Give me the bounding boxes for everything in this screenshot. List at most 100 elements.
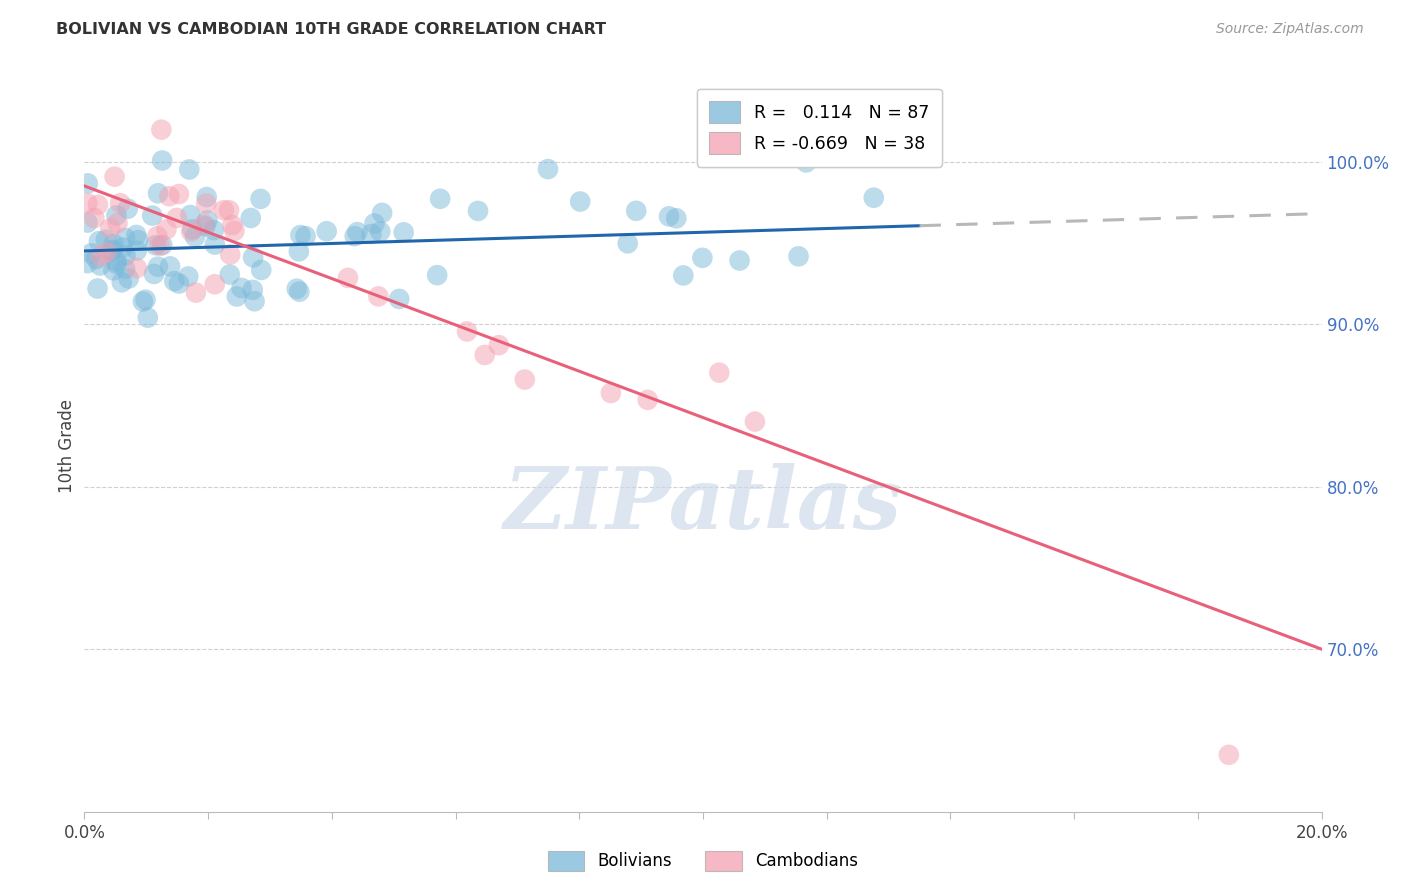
Point	[100, 244, 122, 258]
Point	[87, 234, 110, 248]
Point	[163, 274, 186, 288]
Point	[134, 293, 156, 307]
Point	[184, 229, 207, 244]
Point	[87, 198, 110, 212]
Point	[1218, 747, 1240, 762]
Point	[114, 231, 136, 245]
Point	[202, 223, 225, 237]
Point	[709, 366, 731, 380]
Point	[794, 155, 817, 169]
Point	[360, 227, 382, 241]
Point	[86, 281, 108, 295]
Point	[76, 196, 98, 211]
Point	[150, 153, 173, 168]
Point	[294, 229, 316, 244]
Point	[103, 236, 125, 251]
Point	[862, 191, 884, 205]
Point	[392, 225, 415, 239]
Point	[157, 189, 180, 203]
Point	[103, 263, 125, 277]
Point	[150, 122, 173, 136]
Point	[363, 217, 385, 231]
Point	[114, 248, 136, 262]
Point	[744, 415, 766, 429]
Point	[76, 216, 98, 230]
Text: ZIPatlas: ZIPatlas	[503, 463, 903, 546]
Point	[76, 177, 98, 191]
Point	[346, 225, 368, 239]
Point	[167, 277, 190, 291]
Point	[231, 281, 253, 295]
Point	[219, 247, 242, 261]
Point	[288, 244, 311, 259]
Point	[104, 169, 127, 184]
Point	[149, 239, 172, 253]
Point	[368, 225, 391, 239]
Point	[692, 251, 714, 265]
Point	[343, 229, 366, 244]
Point	[243, 294, 266, 309]
Point	[141, 209, 163, 223]
Point	[637, 392, 659, 407]
Point	[239, 211, 262, 225]
Point	[537, 162, 560, 177]
Point	[218, 203, 240, 218]
Point	[249, 192, 271, 206]
Point	[167, 187, 190, 202]
Point	[242, 283, 264, 297]
Legend: Bolivians, Cambodians: Bolivians, Cambodians	[538, 842, 868, 880]
Point	[118, 271, 141, 285]
Point	[84, 252, 107, 266]
Point	[146, 260, 169, 274]
Point	[125, 227, 148, 242]
Point	[195, 196, 218, 211]
Point	[114, 261, 136, 276]
Point	[195, 213, 218, 227]
Text: BOLIVIAN VS CAMBODIAN 10TH GRADE CORRELATION CHART: BOLIVIAN VS CAMBODIAN 10TH GRADE CORRELA…	[56, 22, 606, 37]
Point	[80, 246, 103, 260]
Point	[98, 221, 121, 235]
Point	[371, 206, 394, 220]
Point	[218, 268, 240, 282]
Point	[221, 218, 243, 232]
Point	[426, 268, 449, 282]
Point	[89, 259, 111, 273]
Point	[285, 282, 308, 296]
Point	[150, 238, 173, 252]
Point	[117, 202, 139, 216]
Point	[110, 196, 132, 211]
Point	[177, 269, 200, 284]
Point	[83, 211, 105, 225]
Point	[101, 243, 124, 257]
Point	[599, 386, 621, 401]
Point	[127, 233, 149, 247]
Point	[665, 211, 688, 226]
Point	[488, 338, 510, 352]
Point	[179, 208, 201, 222]
Point	[224, 224, 246, 238]
Y-axis label: 10th Grade: 10th Grade	[58, 399, 76, 493]
Point	[195, 190, 218, 204]
Point	[181, 222, 204, 236]
Point	[96, 245, 118, 260]
Point	[179, 162, 201, 177]
Point	[787, 249, 810, 263]
Point	[155, 222, 177, 236]
Point	[107, 216, 129, 230]
Point	[132, 294, 155, 309]
Point	[290, 228, 312, 243]
Point	[136, 310, 159, 325]
Point	[76, 256, 98, 270]
Point	[89, 249, 111, 263]
Point	[105, 257, 128, 271]
Point	[204, 237, 226, 252]
Point	[242, 251, 264, 265]
Point	[467, 203, 489, 218]
Text: Source: ZipAtlas.com: Source: ZipAtlas.com	[1216, 22, 1364, 37]
Point	[616, 236, 638, 251]
Point	[225, 289, 247, 303]
Point	[658, 210, 681, 224]
Point	[159, 260, 181, 274]
Point	[336, 271, 359, 285]
Point	[111, 276, 134, 290]
